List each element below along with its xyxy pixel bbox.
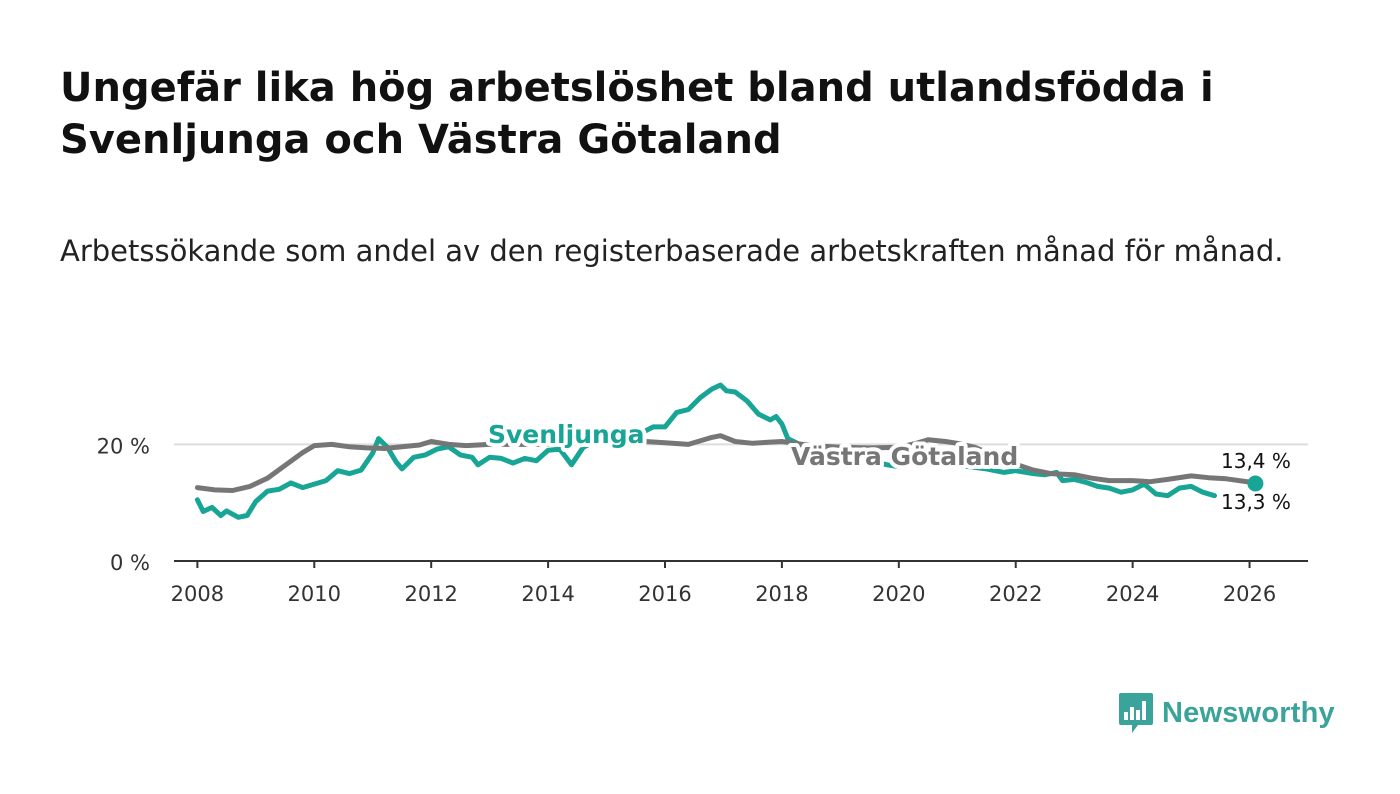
svenljunga-line: [194, 382, 1217, 520]
vastra-gotaland-line: [194, 433, 1258, 493]
x-tick-label: 2022: [989, 582, 1042, 606]
svenljunga-series-label: Svenljunga: [488, 420, 645, 449]
bar-chart-speech-bubble-icon: [1119, 693, 1153, 733]
svenljunga-end-value: 13,3 %: [1221, 490, 1291, 514]
x-tick-label: 2012: [404, 582, 457, 606]
x-tick-label: 2016: [638, 582, 691, 606]
newsworthy-logo: Newsworthy: [1118, 690, 1335, 736]
vastra-gotaland-series-label-halo: Västra Götaland: [791, 442, 1018, 471]
svenljunga-series-label-halo: Svenljunga: [488, 420, 645, 449]
brand-name: Newsworthy: [1162, 696, 1335, 729]
x-tick-label: 2010: [288, 582, 341, 606]
x-tick-label: 2024: [1106, 582, 1159, 606]
x-tick-label: 2020: [872, 582, 925, 606]
x-tick-label: 2014: [521, 582, 574, 606]
vastra-gotaland-series-label: Västra Götaland: [791, 442, 1018, 471]
chart-subtitle: Arbetssökande som andel av den registerb…: [60, 234, 1284, 268]
x-tick-label: 2026: [1223, 582, 1276, 606]
page-title: Ungefär lika hög arbetslöshet bland utla…: [60, 65, 1214, 163]
svenljunga-end-point: [1247, 475, 1264, 492]
x-tick-label: 2018: [755, 582, 808, 606]
axis-layer: 0 % 20 % 2008 2010 2012 2014 2016 2018 2020 2022 2…: [97, 434, 1308, 606]
y-tick-label: 0 %: [110, 551, 150, 575]
series-layer: [194, 382, 1264, 520]
y-tick-label: 20 %: [97, 434, 150, 458]
vastra-gotaland-end-value: 13,4 %: [1221, 449, 1291, 473]
x-tick-label: 2008: [171, 582, 224, 606]
